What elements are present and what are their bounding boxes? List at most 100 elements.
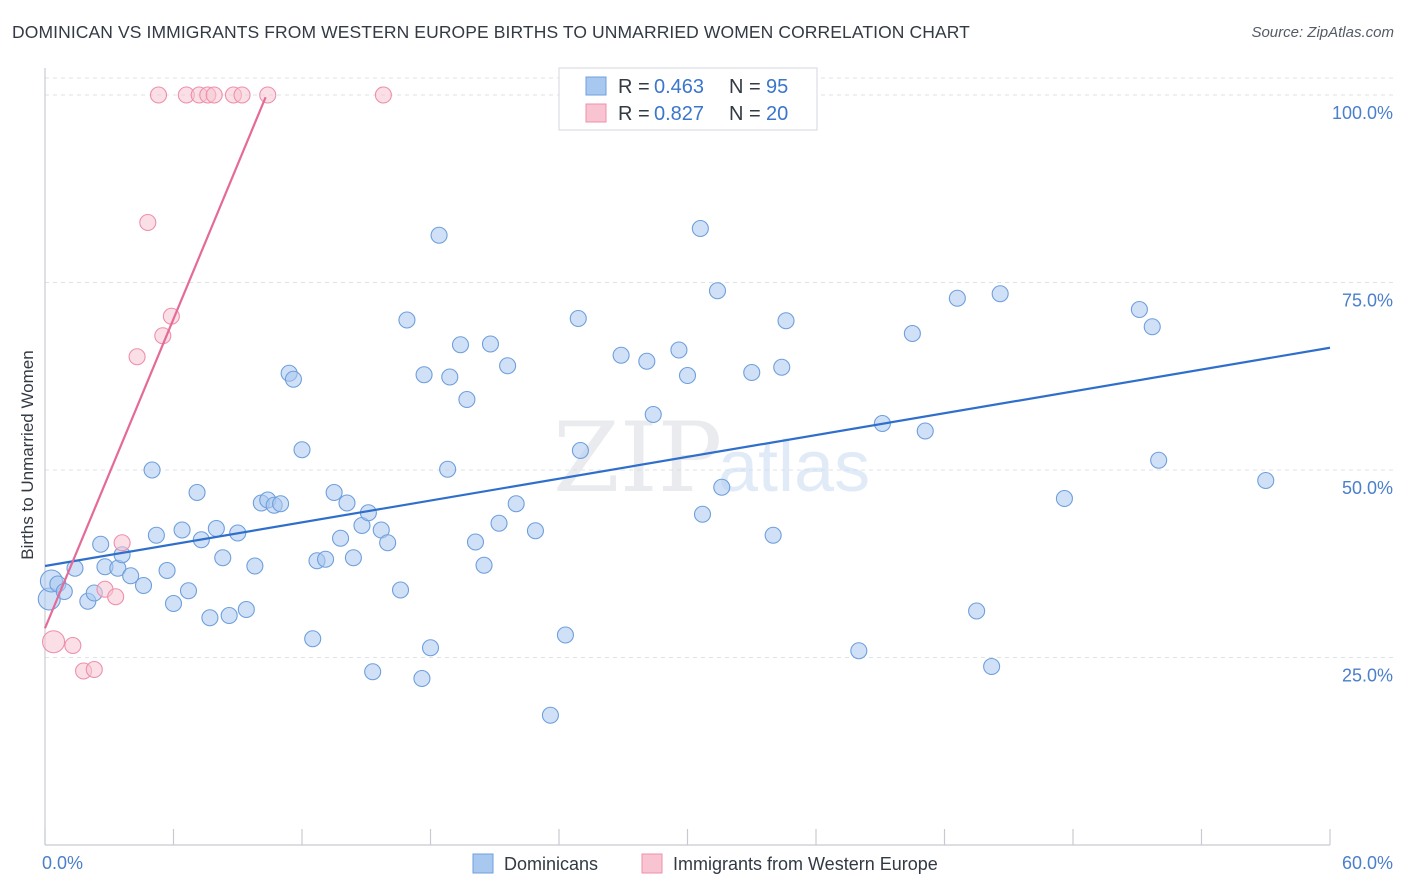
dominicans-point <box>670 341 688 359</box>
y-tick-label-50: 50.0% <box>1342 478 1393 498</box>
dominicans-point <box>948 289 966 307</box>
dominicans-point <box>430 226 448 244</box>
dominicans-point <box>541 706 559 724</box>
dominicans-point <box>158 561 176 580</box>
dominicans-point <box>331 529 350 547</box>
dominicans-point <box>569 309 587 328</box>
western-europe-point <box>107 588 125 606</box>
dominicans-point <box>134 576 153 595</box>
dominicans-point <box>1055 489 1073 508</box>
western-europe-point <box>128 348 146 366</box>
legend-n-label-0: N = <box>729 76 761 98</box>
dominicans-point <box>164 594 183 613</box>
dominicans-point <box>439 460 457 478</box>
dominicans-point <box>556 626 574 644</box>
dominicans-point <box>304 630 322 648</box>
watermark: ZIP atlas <box>553 402 870 514</box>
dominicans-point <box>490 514 508 532</box>
bottom-legend-swatch-western-europe <box>641 853 663 874</box>
dominicans-point <box>415 366 433 384</box>
dominicans-trend-line <box>44 346 1331 568</box>
western-europe-point <box>85 660 103 679</box>
western-europe-point <box>374 86 392 104</box>
dominicans-point <box>143 461 161 479</box>
dominicans-point <box>122 567 140 585</box>
dominicans-point <box>678 366 697 385</box>
watermark-atlas: atlas <box>718 427 870 507</box>
western-europe-trend-line <box>43 96 267 629</box>
dominicans-point <box>983 657 1001 676</box>
western-europe-point <box>64 636 82 655</box>
dominicans-point <box>1130 300 1148 319</box>
y-tick-label-100: 100.0% <box>1332 103 1393 123</box>
series-western-europe-points <box>42 86 392 680</box>
dominicans-point <box>691 219 709 238</box>
dominicans-point <box>903 324 921 343</box>
dominicans-point <box>475 556 493 574</box>
legend-r-label-0: R = <box>618 76 650 98</box>
legend-top: R = 0.463 N = 95 R = 0.827 N = 20 <box>558 67 818 131</box>
x-tick-label-min: 0.0% <box>42 853 83 873</box>
dominicans-point <box>499 357 517 375</box>
dominicans-point <box>743 363 761 382</box>
dominicans-point <box>773 358 791 376</box>
bottom-legend-swatch-dominicans <box>472 853 494 874</box>
dominicans-point <box>644 405 662 424</box>
western-europe-point <box>233 86 251 104</box>
western-europe-point <box>205 86 223 104</box>
y-tick-label-25: 25.0% <box>1342 666 1393 686</box>
trend-lines <box>43 96 1331 629</box>
dominicans-point <box>179 582 198 600</box>
dominicans-point <box>968 602 986 620</box>
chart-title: DOMINICAN VS IMMIGRANTS FROM WESTERN EUR… <box>12 22 970 42</box>
dominicans-point <box>272 495 290 513</box>
legend-n-label-1: N = <box>729 103 761 125</box>
grid-lines <box>45 77 1393 658</box>
dominicans-point <box>344 549 362 567</box>
legend-bottom: Dominicans Immigrants from Western Europ… <box>472 853 938 874</box>
dominicans-point <box>466 533 485 551</box>
dominicans-point <box>201 609 219 627</box>
dominicans-point <box>317 550 335 568</box>
dominicans-point <box>708 282 727 300</box>
dominicans-point <box>207 519 225 538</box>
legend-r-value-1: 0.827 <box>654 103 704 125</box>
dominicans-point <box>693 505 712 523</box>
dominicans-point <box>338 494 356 512</box>
dominicans-point <box>398 311 416 329</box>
dominicans-point <box>481 335 500 353</box>
dominicans-point <box>364 663 382 681</box>
legend-n-value-1: 20 <box>766 103 788 125</box>
dominicans-point <box>413 669 431 688</box>
dominicans-point <box>214 549 232 567</box>
dominicans-point <box>246 557 264 575</box>
western-europe-point <box>259 86 277 104</box>
dominicans-point <box>916 422 934 440</box>
bottom-legend-label-western-europe: Immigrants from Western Europe <box>673 854 938 874</box>
dominicans-point <box>526 522 544 540</box>
western-europe-point <box>42 630 66 654</box>
x-tick-label-max: 60.0% <box>1342 853 1393 873</box>
legend-r-label-1: R = <box>618 103 650 125</box>
dominicans-point <box>777 312 795 330</box>
dominicans-point <box>612 346 630 364</box>
dominicans-point <box>379 534 397 552</box>
dominicans-point <box>458 390 476 409</box>
dominicans-point <box>325 483 343 502</box>
dominicans-point <box>638 352 656 370</box>
dominicans-point <box>92 535 110 553</box>
legend-r-value-0: 0.463 <box>654 76 704 98</box>
x-tick-labels: 0.0% 60.0% <box>42 853 1393 873</box>
western-europe-point <box>139 213 157 232</box>
y-tick-labels: 25.0% 50.0% 75.0% 100.0% <box>1332 103 1393 686</box>
dominicans-point <box>220 606 238 625</box>
dominicans-point <box>1150 451 1168 469</box>
dominicans-point <box>1143 318 1161 336</box>
dominicans-point <box>850 642 868 660</box>
dominicans-point <box>571 441 589 460</box>
legend-swatch-western-europe <box>585 103 607 123</box>
y-tick-label-75: 75.0% <box>1342 291 1393 311</box>
legend-swatch-dominicans <box>585 76 607 96</box>
series-dominicans-points <box>37 219 1275 724</box>
